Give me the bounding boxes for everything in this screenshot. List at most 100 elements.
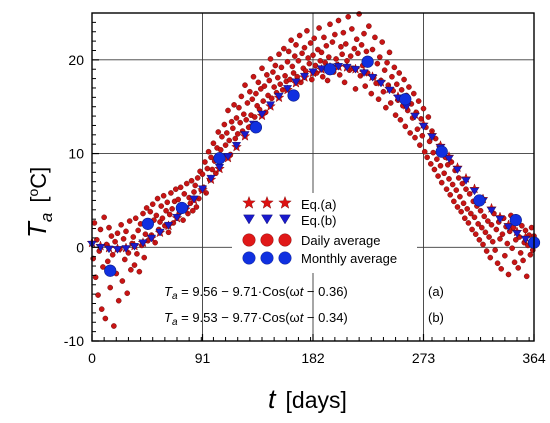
daily-point — [486, 234, 492, 240]
daily-point — [455, 175, 462, 181]
daily-point — [457, 193, 463, 200]
eq-b-triangle — [206, 174, 216, 183]
plot-data — [86, 11, 541, 329]
daily-point — [112, 238, 118, 245]
daily-point — [274, 74, 281, 81]
eq-b-triangle — [444, 155, 454, 163]
daily-point — [454, 204, 461, 210]
daily-point — [374, 60, 381, 67]
daily-point — [317, 57, 324, 64]
legend-star-marker — [278, 195, 292, 209]
daily-point — [147, 208, 154, 215]
daily-point — [98, 306, 105, 312]
daily-point — [142, 231, 149, 237]
eq-b-triangle — [291, 78, 301, 87]
x-axis-symbol: t — [268, 384, 277, 414]
eq-b-triangle — [520, 235, 531, 244]
eq-b-triangle — [333, 63, 344, 71]
daily-point — [308, 76, 315, 83]
daily-point — [406, 84, 412, 90]
legend-triangle-marker — [243, 214, 255, 225]
equation-b-tag: (b) — [428, 310, 444, 325]
daily-point — [475, 221, 481, 227]
daily-point — [123, 228, 129, 235]
daily-point — [333, 56, 339, 62]
daily-point — [358, 42, 365, 48]
eq-b-triangle — [189, 195, 199, 204]
daily-point — [412, 134, 418, 141]
daily-point — [228, 118, 235, 125]
y-axis-title: Ta [oC] — [22, 167, 56, 238]
daily-point — [424, 154, 430, 161]
daily-point — [523, 273, 530, 280]
eq-b-triangle — [155, 228, 165, 237]
daily-point — [316, 25, 322, 31]
daily-point — [463, 186, 469, 192]
daily-point — [205, 148, 212, 155]
daily-point — [341, 79, 348, 86]
daily-point — [233, 115, 240, 121]
daily-point — [253, 90, 259, 97]
daily-point — [431, 166, 438, 173]
daily-point — [168, 190, 174, 196]
daily-point — [289, 63, 296, 70]
daily-point — [226, 137, 233, 144]
daily-point — [242, 82, 248, 88]
daily-point — [327, 21, 333, 28]
daily-point — [210, 140, 217, 147]
eq-b-triangle — [486, 207, 497, 215]
daily-point — [494, 260, 501, 267]
daily-point — [114, 230, 121, 237]
daily-point — [387, 100, 394, 106]
daily-point — [302, 68, 309, 74]
daily-point — [515, 265, 522, 271]
eq-b-triangle — [223, 153, 233, 161]
daily-point — [401, 76, 407, 83]
daily-point — [504, 240, 511, 247]
daily-point — [438, 179, 445, 186]
eq-b-triangle — [308, 68, 318, 77]
monthly-point — [141, 217, 154, 230]
daily-point — [243, 117, 250, 123]
daily-point — [468, 210, 474, 217]
daily-point — [120, 236, 127, 242]
daily-point — [282, 72, 288, 79]
daily-point — [215, 129, 222, 135]
monthly-point — [213, 152, 226, 165]
daily-point — [181, 191, 188, 197]
daily-point — [483, 248, 490, 254]
daily-point — [180, 217, 186, 223]
equation-b-expression: = 9.53 − 9.77·Cos(ω — [178, 310, 300, 325]
eq-b-triangle — [410, 112, 420, 121]
daily-point — [264, 72, 270, 78]
daily-point — [497, 236, 503, 242]
daily-point — [236, 104, 242, 111]
daily-point — [446, 176, 452, 182]
daily-point — [272, 62, 279, 69]
eq-b-triangle — [138, 239, 148, 248]
daily-point — [363, 48, 370, 55]
daily-point — [425, 114, 432, 120]
daily-point — [247, 88, 253, 95]
daily-point — [356, 11, 362, 17]
legend-label-eq-b: Eq.(b) — [301, 213, 336, 228]
daily-point — [131, 262, 138, 268]
daily-point — [115, 297, 122, 304]
monthly-point — [104, 264, 117, 277]
daily-point — [368, 90, 375, 97]
eq-b-triangle — [316, 65, 327, 73]
daily-point — [369, 46, 376, 53]
daily-point — [493, 226, 500, 233]
daily-point — [441, 170, 447, 177]
daily-point — [270, 69, 276, 75]
daily-point — [177, 184, 184, 191]
daily-point — [435, 173, 441, 179]
equation-a-subscript: a — [172, 291, 178, 302]
daily-point — [134, 251, 140, 257]
monthly-point — [249, 121, 263, 134]
daily-point — [478, 224, 485, 231]
daily-point — [108, 233, 115, 239]
eq-b-triangle — [299, 72, 310, 81]
daily-point — [434, 156, 440, 162]
